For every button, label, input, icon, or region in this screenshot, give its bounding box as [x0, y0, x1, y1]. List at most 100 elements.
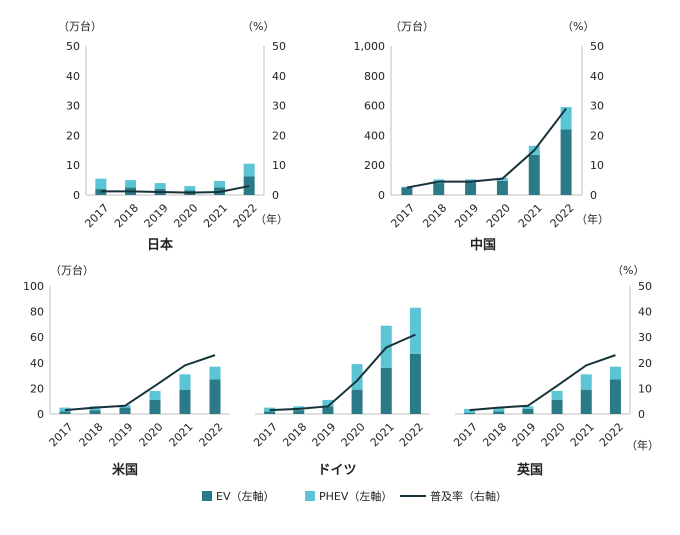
bar-ev	[119, 407, 131, 414]
y-tick-label: 1,000	[354, 40, 386, 53]
x-tick-label: 2017	[82, 201, 111, 230]
x-tick-label: 2017	[388, 201, 417, 230]
y2-unit-label: （%）	[242, 20, 274, 33]
x-tick-label: 2018	[112, 201, 141, 230]
x-tick-label: 2019	[452, 201, 481, 230]
x-tick-label: 2021	[516, 201, 545, 230]
bar-ev	[522, 408, 534, 414]
bar-phev	[149, 390, 161, 400]
y-tick-label: 200	[364, 159, 385, 172]
bar-ev	[264, 411, 276, 414]
y2-tick-label: 20	[272, 129, 286, 142]
y2-tick-label: 30	[638, 331, 652, 344]
x-unit-label: （年）	[576, 212, 609, 226]
y2-tick-label: 10	[638, 382, 652, 395]
bar-phev	[522, 406, 534, 409]
bar-ev	[89, 410, 101, 414]
x-tick-label: 2020	[539, 420, 568, 449]
y2-tick-label: 50	[638, 280, 652, 293]
x-tick-label: 2021	[368, 420, 397, 449]
y-tick-label: 50	[66, 40, 80, 53]
bar-ev	[243, 176, 255, 195]
bar-ev	[551, 399, 563, 414]
rate-line	[269, 333, 416, 412]
legend-ev-label: EV（左軸）	[216, 489, 274, 503]
x-tick-label: 2019	[107, 420, 136, 449]
bar-phev	[214, 180, 225, 188]
bar-phev	[464, 408, 476, 413]
bar-ev	[351, 389, 363, 414]
bar-phev	[154, 183, 166, 190]
panel-title: 日本	[147, 237, 173, 253]
bar-ev	[580, 389, 592, 414]
y-tick-label: 20	[30, 382, 44, 395]
bar-ev	[433, 183, 445, 195]
bar-ev	[493, 411, 505, 414]
y-tick-label: 10	[66, 159, 80, 172]
x-tick-label: 2017	[451, 420, 480, 449]
x-tick-label: 2019	[309, 420, 338, 449]
y-tick-label: 0	[73, 189, 80, 202]
y2-tick-label: 40	[638, 306, 652, 319]
bar-ev	[149, 399, 161, 414]
x-tick-label: 2017	[251, 420, 280, 449]
x-tick-label: 2022	[548, 201, 577, 230]
bar-phev	[609, 366, 621, 380]
x-tick-label: 2018	[420, 201, 449, 230]
y2-unit-label: （%）	[562, 20, 594, 33]
y-tick-label: 40	[66, 70, 80, 83]
x-tick-label: 2021	[201, 201, 230, 230]
bar-ev	[380, 367, 392, 414]
x-tick-label: 2018	[77, 420, 106, 449]
y2-tick-label: 0	[590, 189, 597, 202]
x-tick-label: 2021	[167, 420, 196, 449]
bar-ev	[59, 411, 71, 414]
y-tick-label: 800	[364, 70, 385, 83]
x-tick-label: 2018	[280, 420, 309, 449]
bar-phev	[551, 390, 563, 400]
x-tick-label: 2021	[568, 420, 597, 449]
legend-phev-swatch	[305, 491, 315, 501]
x-tick-label: 2020	[171, 201, 200, 230]
panel-title: 米国	[112, 462, 138, 478]
bar-phev	[95, 178, 107, 190]
bar-phev	[351, 364, 363, 390]
y-tick-label: 400	[364, 129, 385, 142]
bar-phev	[493, 407, 505, 412]
x-tick-label: 2022	[197, 420, 226, 449]
bar-ev	[401, 187, 413, 195]
bar-ev	[496, 180, 508, 195]
bar-ev	[560, 129, 572, 195]
bar-phev	[209, 366, 221, 380]
y-tick-label: 60	[30, 331, 44, 344]
bar-phev	[560, 107, 572, 130]
y2-tick-label: 50	[272, 40, 286, 53]
bar-ev	[464, 412, 476, 414]
y-unit-label: （万台）	[390, 19, 434, 33]
bar-ev	[293, 410, 305, 414]
bar-ev	[179, 389, 191, 414]
rate-line	[64, 354, 216, 412]
bar-phev	[179, 374, 191, 390]
legend-ev-swatch	[202, 491, 212, 501]
y-tick-label: 100	[23, 280, 44, 293]
x-tick-label: 2020	[484, 201, 513, 230]
y2-tick-label: 0	[272, 189, 279, 202]
bar-ev	[409, 353, 421, 414]
y2-tick-label: 40	[590, 70, 604, 83]
rate-line	[469, 354, 616, 412]
y2-unit-label: （%）	[612, 264, 644, 277]
rate-line	[100, 185, 250, 194]
x-tick-label: 2020	[339, 420, 368, 449]
legend-phev-label: PHEV（左軸）	[319, 489, 392, 503]
y2-tick-label: 0	[638, 408, 645, 421]
x-tick-label: 2022	[397, 420, 426, 449]
y2-tick-label: 50	[590, 40, 604, 53]
bar-phev	[125, 180, 136, 188]
x-unit-label: （年）	[255, 212, 288, 226]
x-tick-label: 2017	[47, 420, 76, 449]
x-unit-label: （年）	[626, 438, 659, 452]
bar-ev	[528, 154, 540, 195]
bar-ev	[209, 379, 221, 414]
bar-ev	[322, 406, 334, 414]
